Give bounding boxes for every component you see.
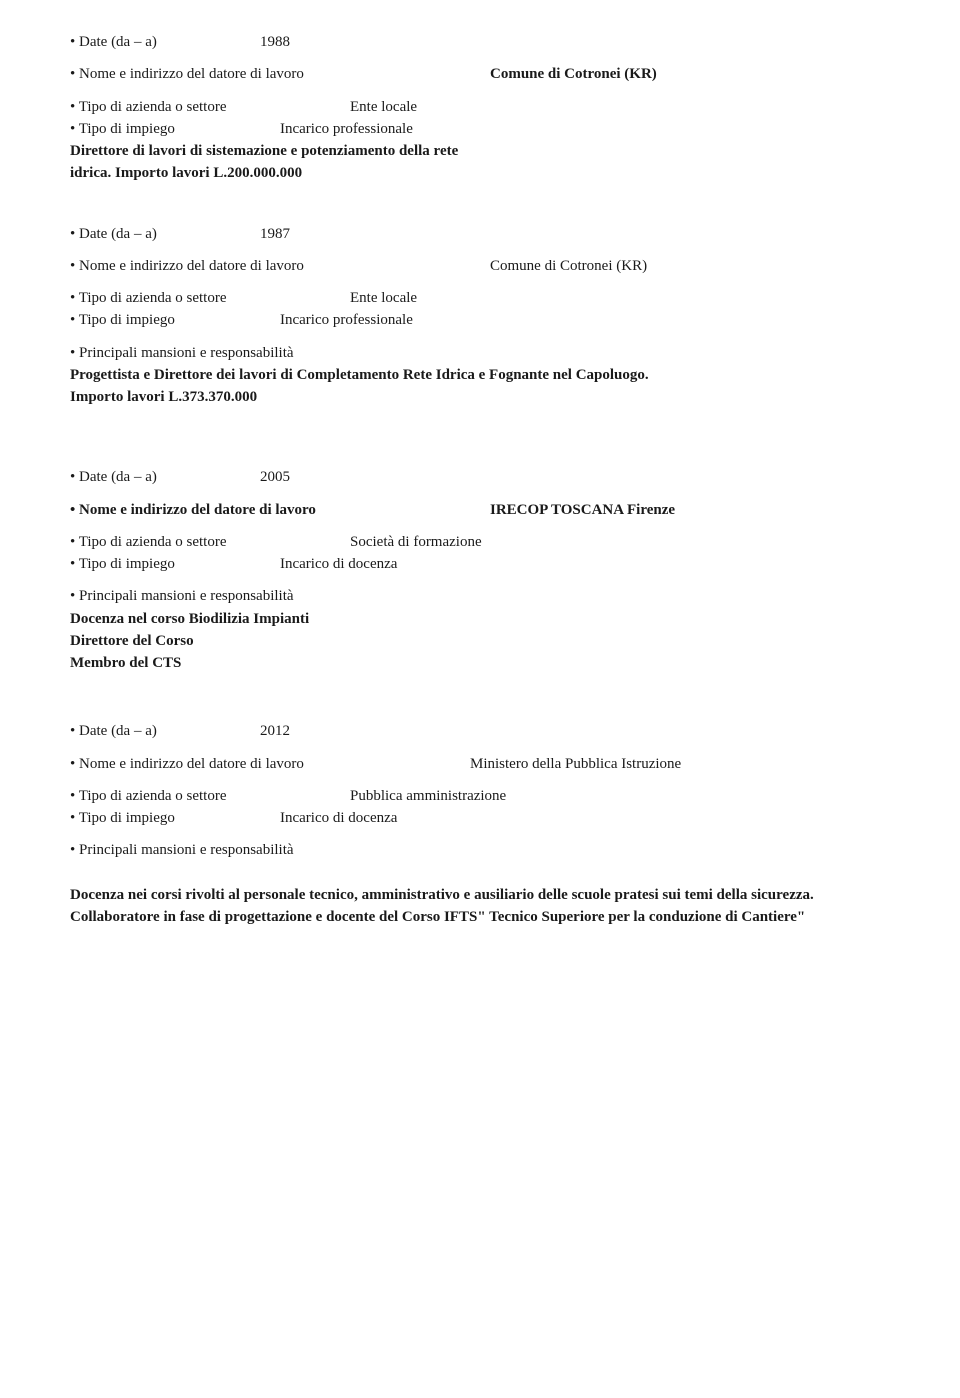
desc-line: Docenza nei corsi rivolti al personale t…	[70, 885, 890, 905]
date-value: 1987	[260, 224, 290, 244]
role-value: Incarico di docenza	[280, 808, 397, 828]
desc-line: Collaboratore in fase di progettazione e…	[70, 907, 890, 927]
role-value: Incarico professionale	[280, 310, 413, 330]
sector-row: • Tipo di azienda o settore Ente locale	[70, 288, 890, 308]
sector-label: • Tipo di azienda o settore	[70, 532, 350, 552]
employer-row: • Nome e indirizzo del datore di lavoro …	[70, 500, 890, 520]
sector-value: Pubblica amministrazione	[350, 786, 506, 806]
employer-label: • Nome e indirizzo del datore di lavoro	[70, 64, 490, 84]
date-row: • Date (da – a) 2005	[70, 467, 890, 487]
employer-label: • Nome e indirizzo del datore di lavoro	[70, 256, 490, 276]
employer-label: • Nome e indirizzo del datore di lavoro	[70, 500, 490, 520]
employer-row: • Nome e indirizzo del datore di lavoro …	[70, 754, 890, 774]
employer-value: Comune di Cotronei (KR)	[490, 64, 657, 84]
employer-value: IRECOP TOSCANA Firenze	[490, 500, 675, 520]
desc-line: Importo lavori L.373.370.000	[70, 387, 890, 407]
sector-label: • Tipo di azienda o settore	[70, 786, 350, 806]
date-row: • Date (da – a) 1987	[70, 224, 890, 244]
date-label: • Date (da – a)	[70, 224, 260, 244]
resp-label: • Principali mansioni e responsabilità	[70, 343, 890, 363]
cv-entry: • Date (da – a) 2012 • Nome e indirizzo …	[70, 721, 890, 927]
date-row: • Date (da – a) 2012	[70, 721, 890, 741]
role-value: Incarico professionale	[280, 119, 413, 139]
desc-line: idrica. Importo lavori L.200.000.000	[70, 163, 890, 183]
role-label: • Tipo di impiego	[70, 119, 280, 139]
desc-line: Docenza nel corso Biodilizia Impianti	[70, 609, 890, 629]
sector-row: • Tipo di azienda o settore Società di f…	[70, 532, 890, 552]
date-row: • Date (da – a) 1988	[70, 32, 890, 52]
desc-line: Direttore del Corso	[70, 631, 890, 651]
sector-value: Ente locale	[350, 288, 417, 308]
sector-label: • Tipo di azienda o settore	[70, 97, 350, 117]
sector-label: • Tipo di azienda o settore	[70, 288, 350, 308]
cv-entry: • Date (da – a) 1987 • Nome e indirizzo …	[70, 224, 890, 408]
desc-line: Progettista e Direttore dei lavori di Co…	[70, 365, 890, 385]
date-value: 1988	[260, 32, 290, 52]
date-value: 2012	[260, 721, 290, 741]
role-row: • Tipo di impiego Incarico professionale	[70, 310, 890, 330]
sector-value: Società di formazione	[350, 532, 482, 552]
date-label: • Date (da – a)	[70, 721, 260, 741]
cv-page: • Date (da – a) 1988 • Nome e indirizzo …	[0, 0, 960, 959]
desc-line: Direttore di lavori di sistemazione e po…	[70, 141, 890, 161]
role-label: • Tipo di impiego	[70, 554, 280, 574]
date-value: 2005	[260, 467, 290, 487]
cv-entry: • Date (da – a) 2005 • Nome e indirizzo …	[70, 467, 890, 673]
sector-row: • Tipo di azienda o settore Pubblica amm…	[70, 786, 890, 806]
role-row: • Tipo di impiego Incarico di docenza	[70, 554, 890, 574]
resp-label: • Principali mansioni e responsabilità	[70, 840, 890, 860]
resp-label: • Principali mansioni e responsabilità	[70, 586, 890, 606]
employer-value: Comune di Cotronei (KR)	[490, 256, 647, 276]
sector-value: Ente locale	[350, 97, 417, 117]
role-value: Incarico di docenza	[280, 554, 397, 574]
role-label: • Tipo di impiego	[70, 808, 280, 828]
date-label: • Date (da – a)	[70, 32, 260, 52]
date-label: • Date (da – a)	[70, 467, 260, 487]
employer-value: Ministero della Pubblica Istruzione	[470, 754, 681, 774]
employer-row: • Nome e indirizzo del datore di lavoro …	[70, 64, 890, 84]
sector-row: • Tipo di azienda o settore Ente locale	[70, 97, 890, 117]
role-row: • Tipo di impiego Incarico professionale	[70, 119, 890, 139]
role-label: • Tipo di impiego	[70, 310, 280, 330]
employer-row: • Nome e indirizzo del datore di lavoro …	[70, 256, 890, 276]
desc-line: Membro del CTS	[70, 653, 890, 673]
cv-entry: • Date (da – a) 1988 • Nome e indirizzo …	[70, 32, 890, 184]
employer-label: • Nome e indirizzo del datore di lavoro	[70, 754, 470, 774]
role-row: • Tipo di impiego Incarico di docenza	[70, 808, 890, 828]
